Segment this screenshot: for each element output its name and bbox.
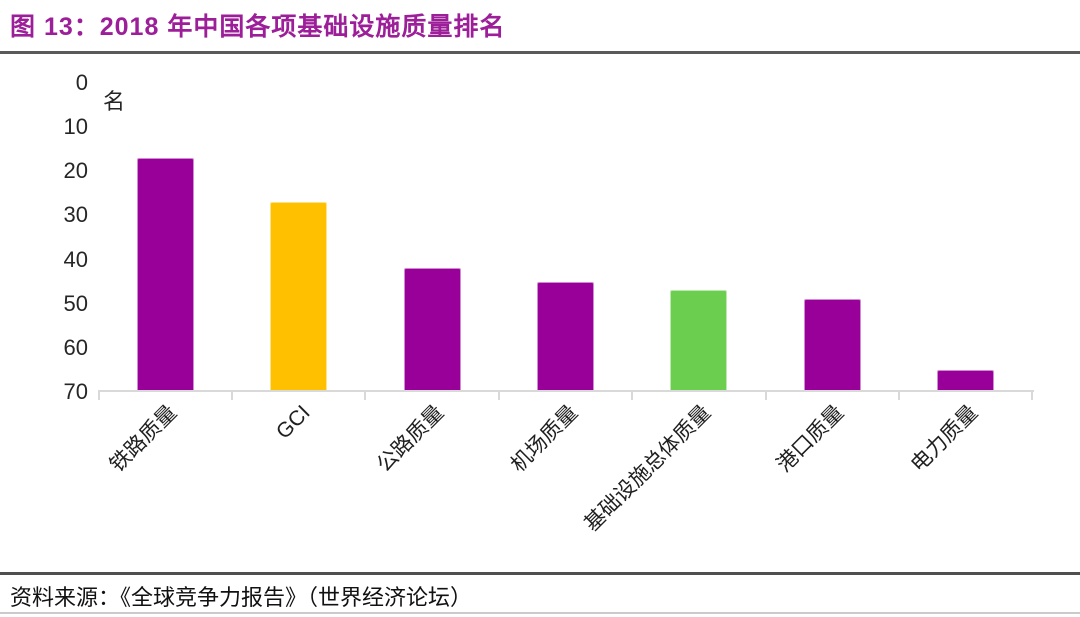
bar-电力质量 [937,369,995,392]
x-axis-line [98,390,1034,392]
y-axis-tick-label: 60 [63,334,88,360]
y-axis-tick-label: 20 [63,158,88,184]
y-axis-tick-label: 30 [63,202,88,228]
x-axis-label: GCI [272,401,315,444]
x-axis-label: 公路质量 [372,401,449,477]
bar-GCI [270,202,328,392]
page-bottom-border [0,612,1080,614]
bar-铁路质量 [136,158,194,392]
x-axis-tick [764,390,767,400]
source-note: 资料来源：《全球竞争力报告》（世界经济论坛） [10,585,473,610]
y-axis-tick-label: 40 [63,246,88,272]
x-axis-tick [631,390,634,400]
x-axis-label: 电力质量 [906,401,982,477]
x-axis-tick [364,390,367,400]
chart-title: 图 13：2018 年中国各项基础设施质量排名 [10,13,506,41]
x-axis-tick [97,390,100,400]
bar-公路质量 [403,268,461,392]
x-axis-tick [898,390,900,400]
x-axis-label: 基础设施总体质量 [580,401,716,537]
x-axis-tick [231,390,233,400]
y-axis-unit-label: 名 [103,89,126,114]
y-axis-tick-label: 10 [63,114,88,140]
x-axis-label: 机场质量 [506,401,582,477]
x-axis-label: 铁路质量 [105,401,182,477]
x-axis-tick [497,390,500,400]
bar-基础设施总体质量 [670,290,728,392]
bar-港口质量 [803,299,861,392]
y-axis-tick-label: 50 [63,290,88,316]
y-axis-tick-label: 70 [63,379,88,404]
x-axis-tick [1031,390,1034,400]
y-axis-tick-label: 0 [75,70,88,95]
top-divider-line [0,51,1080,54]
x-axis-label: 港口质量 [772,401,849,477]
bar-机场质量 [537,281,594,392]
bottom-divider-line [0,572,1080,575]
